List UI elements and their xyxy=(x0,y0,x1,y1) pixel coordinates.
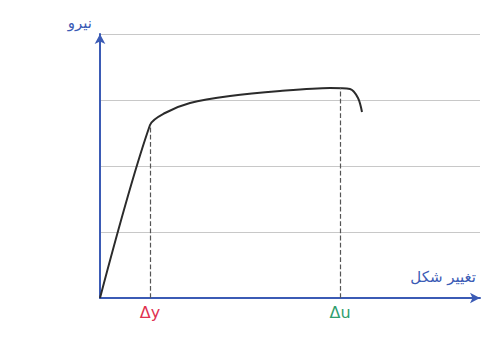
svg-text:Δy: Δy xyxy=(140,303,160,322)
svg-text:تغییر شکل: تغییر شکل xyxy=(410,268,476,286)
svg-text:Δu: Δu xyxy=(329,303,350,322)
svg-text:نیرو: نیرو xyxy=(67,14,92,32)
